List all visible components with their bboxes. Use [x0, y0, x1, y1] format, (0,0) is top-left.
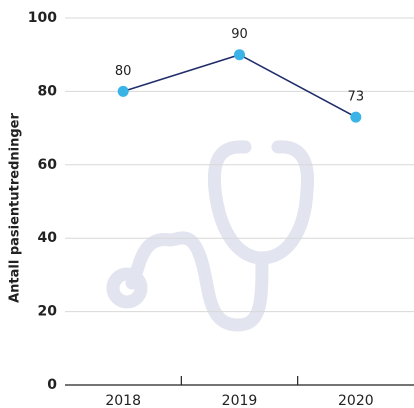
y-tick-label: 60 [38, 157, 58, 173]
data-point [350, 112, 361, 123]
value-label: 90 [231, 27, 248, 42]
value-label: 73 [348, 90, 365, 105]
value-label: 80 [115, 64, 132, 79]
data-point [118, 86, 129, 97]
x-tick-label: 2018 [105, 393, 141, 408]
data-point [234, 49, 245, 60]
y-tick-label: 20 [38, 304, 58, 320]
data-line [123, 55, 356, 117]
y-tick-label: 40 [38, 230, 58, 246]
y-tick-label: 80 [38, 83, 58, 99]
y-tick-label: 100 [28, 10, 57, 26]
chart: Antall pasientutredninger 0 20 40 60 80 100 20… [0, 0, 414, 408]
x-tick-label: 2020 [338, 393, 374, 408]
y-tick-label: 0 [47, 377, 57, 393]
x-tick-label: 2019 [222, 393, 258, 408]
y-axis-label: Antall pasientutredninger [8, 113, 23, 303]
stethoscope-illustration [113, 147, 308, 325]
